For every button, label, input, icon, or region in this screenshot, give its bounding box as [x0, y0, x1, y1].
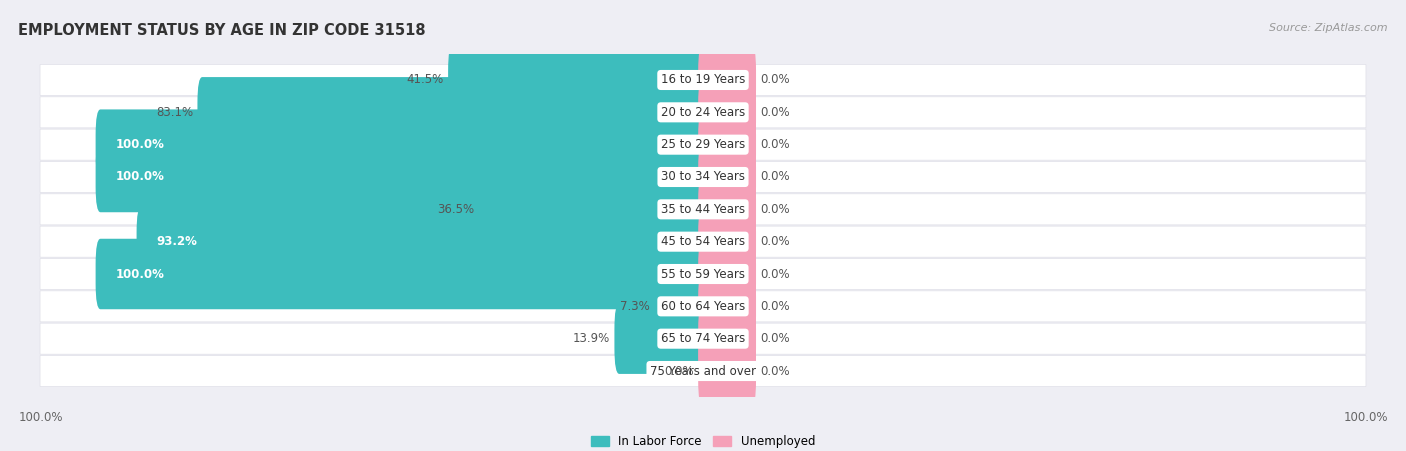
FancyBboxPatch shape [699, 304, 756, 374]
Text: 13.9%: 13.9% [574, 332, 610, 345]
Text: Source: ZipAtlas.com: Source: ZipAtlas.com [1270, 23, 1388, 32]
Text: 0.0%: 0.0% [761, 364, 790, 377]
Text: 16 to 19 Years: 16 to 19 Years [661, 74, 745, 87]
FancyBboxPatch shape [699, 110, 756, 180]
FancyBboxPatch shape [654, 271, 707, 341]
Text: 100.0%: 100.0% [115, 170, 165, 184]
FancyBboxPatch shape [39, 323, 1367, 354]
Text: 83.1%: 83.1% [156, 106, 193, 119]
FancyBboxPatch shape [96, 110, 707, 180]
Text: 60 to 64 Years: 60 to 64 Years [661, 300, 745, 313]
FancyBboxPatch shape [136, 207, 707, 277]
FancyBboxPatch shape [39, 226, 1367, 257]
Text: 55 to 59 Years: 55 to 59 Years [661, 267, 745, 281]
FancyBboxPatch shape [699, 207, 756, 277]
Text: 35 to 44 Years: 35 to 44 Years [661, 203, 745, 216]
Text: 0.0%: 0.0% [761, 74, 790, 87]
FancyBboxPatch shape [39, 291, 1367, 322]
Text: 0.0%: 0.0% [761, 170, 790, 184]
FancyBboxPatch shape [699, 239, 756, 309]
Text: 36.5%: 36.5% [437, 203, 474, 216]
Text: 0.0%: 0.0% [665, 364, 695, 377]
FancyBboxPatch shape [197, 77, 707, 147]
Text: 0.0%: 0.0% [761, 267, 790, 281]
FancyBboxPatch shape [699, 142, 756, 212]
Text: 75 Years and over: 75 Years and over [650, 364, 756, 377]
Text: 0.0%: 0.0% [761, 332, 790, 345]
FancyBboxPatch shape [39, 258, 1367, 290]
Text: 0.0%: 0.0% [761, 138, 790, 151]
Text: 0.0%: 0.0% [761, 300, 790, 313]
Text: 65 to 74 Years: 65 to 74 Years [661, 332, 745, 345]
Text: 30 to 34 Years: 30 to 34 Years [661, 170, 745, 184]
FancyBboxPatch shape [699, 174, 756, 244]
FancyBboxPatch shape [478, 174, 707, 244]
FancyBboxPatch shape [699, 336, 756, 406]
FancyBboxPatch shape [449, 45, 707, 115]
FancyBboxPatch shape [614, 304, 707, 374]
FancyBboxPatch shape [699, 271, 756, 341]
FancyBboxPatch shape [39, 97, 1367, 128]
Text: 7.3%: 7.3% [620, 300, 650, 313]
Text: 45 to 54 Years: 45 to 54 Years [661, 235, 745, 248]
FancyBboxPatch shape [96, 142, 707, 212]
Text: 100.0%: 100.0% [18, 411, 63, 424]
Text: EMPLOYMENT STATUS BY AGE IN ZIP CODE 31518: EMPLOYMENT STATUS BY AGE IN ZIP CODE 315… [18, 23, 426, 37]
Text: 0.0%: 0.0% [761, 106, 790, 119]
Legend: In Labor Force, Unemployed: In Labor Force, Unemployed [586, 430, 820, 451]
Text: 0.0%: 0.0% [761, 235, 790, 248]
Text: 100.0%: 100.0% [1343, 411, 1388, 424]
FancyBboxPatch shape [96, 239, 707, 309]
FancyBboxPatch shape [39, 161, 1367, 193]
FancyBboxPatch shape [39, 355, 1367, 387]
Text: 100.0%: 100.0% [115, 267, 165, 281]
Text: 100.0%: 100.0% [115, 138, 165, 151]
FancyBboxPatch shape [39, 129, 1367, 160]
FancyBboxPatch shape [39, 64, 1367, 96]
Text: 93.2%: 93.2% [156, 235, 197, 248]
Text: 20 to 24 Years: 20 to 24 Years [661, 106, 745, 119]
FancyBboxPatch shape [699, 45, 756, 115]
Text: 41.5%: 41.5% [406, 74, 444, 87]
Text: 25 to 29 Years: 25 to 29 Years [661, 138, 745, 151]
FancyBboxPatch shape [39, 194, 1367, 225]
FancyBboxPatch shape [699, 77, 756, 147]
Text: 0.0%: 0.0% [761, 203, 790, 216]
